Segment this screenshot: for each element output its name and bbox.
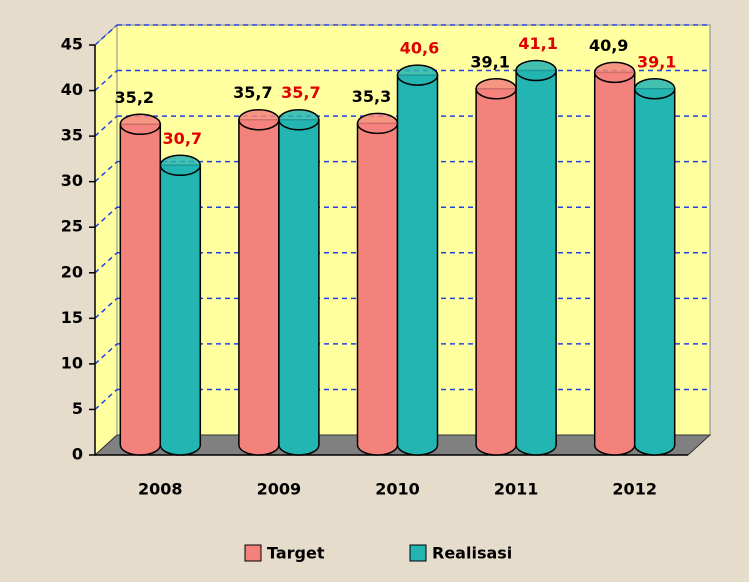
y-tick-label: 35 <box>61 126 83 145</box>
cylinder-top <box>238 108 280 131</box>
cylinder-top <box>396 64 439 86</box>
y-tick-label: 15 <box>61 308 83 327</box>
cylinder-body <box>593 71 636 456</box>
value-label: 30,7 <box>163 129 202 148</box>
y-tick-label: 20 <box>61 262 83 281</box>
cylinder <box>633 78 676 456</box>
grid-line <box>94 115 118 137</box>
cylinder <box>356 112 399 456</box>
cylinder-body <box>396 74 439 456</box>
value-label: 39,1 <box>637 52 676 71</box>
value-label: 40,6 <box>400 39 439 58</box>
value-label: 35,3 <box>352 87 391 106</box>
cylinder <box>593 61 636 456</box>
cylinder-top <box>159 154 202 177</box>
grid-line <box>94 24 118 46</box>
value-label: 41,1 <box>518 34 557 53</box>
cylinder-top <box>278 108 320 131</box>
x-tick-label: 2010 <box>375 480 420 499</box>
value-label: 40,9 <box>589 36 628 55</box>
y-tick-label: 5 <box>72 399 83 418</box>
legend-swatch <box>244 544 262 562</box>
cylinder-body <box>475 88 517 456</box>
x-tick-label: 2009 <box>257 480 302 499</box>
y-tick-label: 25 <box>61 217 83 236</box>
legend-label: Realisasi <box>432 544 512 563</box>
y-tick-label: 0 <box>72 445 83 464</box>
cylinder-top <box>119 113 162 136</box>
cylinder-top <box>475 78 517 100</box>
value-label: 35,2 <box>115 88 154 107</box>
cylinder <box>396 64 439 456</box>
value-label: 39,1 <box>470 52 509 71</box>
x-tick-label: 2008 <box>138 480 183 499</box>
grid-line <box>94 297 118 319</box>
y-tick-label: 30 <box>61 171 83 190</box>
cylinder-body <box>515 69 557 456</box>
y-tick-label: 45 <box>61 35 83 54</box>
grid-line <box>94 70 118 92</box>
cylinder-top <box>593 61 636 84</box>
cylinder-top <box>633 78 676 100</box>
grid-line <box>94 206 118 228</box>
cylinder <box>119 113 162 456</box>
cylinder <box>475 78 517 456</box>
cylinder-body <box>633 88 676 456</box>
cylinder-body <box>238 118 280 456</box>
x-tick-label: 2012 <box>612 480 657 499</box>
cylinder-body <box>159 164 202 456</box>
y-tick-label: 40 <box>61 80 83 99</box>
x-tick-label: 2011 <box>494 480 539 499</box>
cylinder <box>515 59 557 456</box>
y-tick-label: 10 <box>61 353 83 372</box>
cylinder <box>238 108 280 456</box>
cylinder-body <box>119 123 162 456</box>
grid-line <box>94 252 118 274</box>
grid-line <box>94 388 118 410</box>
grid-line <box>94 161 118 183</box>
cylinder <box>278 108 320 456</box>
cylinder-top <box>356 112 399 135</box>
cylinder-body <box>278 118 320 456</box>
cylinder-top <box>515 59 557 82</box>
value-label: 35,7 <box>233 83 272 102</box>
legend-label: Target <box>267 544 325 563</box>
grid-line <box>94 343 118 365</box>
cylinder-body <box>356 122 399 456</box>
value-label: 35,7 <box>281 83 320 102</box>
legend-swatch <box>409 544 427 562</box>
cylinder <box>159 154 202 456</box>
